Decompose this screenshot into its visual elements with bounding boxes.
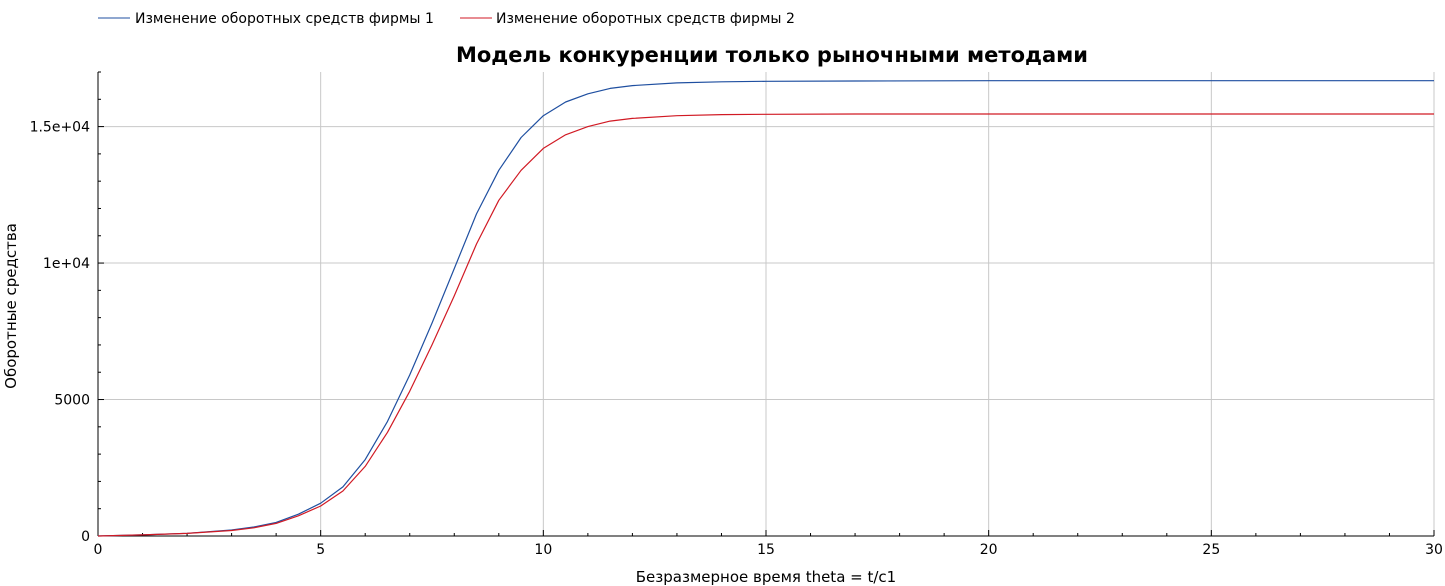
x-tick-label: 0	[94, 542, 103, 558]
x-tick-label: 25	[1202, 542, 1220, 558]
y-tick-label: 0	[81, 529, 90, 545]
series-layer	[97, 80, 1434, 537]
legend-label-series-2: Изменение оборотных средств фирмы 2	[496, 11, 795, 27]
series-line-2	[97, 113, 1434, 537]
x-tick-label: 5	[316, 542, 325, 558]
y-axis-label: Оборотные средства	[2, 223, 20, 389]
x-tick-label: 20	[980, 542, 998, 558]
x-tick-label: 10	[534, 542, 552, 558]
y-tick-label: 1.5e+04	[30, 120, 91, 136]
x-tick-label: 30	[1425, 542, 1443, 558]
x-axis-ticks: 0 5 10 15 20 25 30	[94, 530, 1443, 558]
x-axis-label: Безразмерное время theta = t/c1	[636, 568, 896, 586]
y-axis-ticks: 0 5000 1e+04 1.5e+04	[30, 71, 104, 545]
series-line-1	[97, 80, 1434, 537]
x-tick-label: 15	[757, 542, 775, 558]
legend-label-series-1: Изменение оборотных средств фирмы 1	[135, 11, 434, 27]
y-tick-label: 1e+04	[43, 256, 90, 272]
legend: Изменение оборотных средств фирмы 1 Изме…	[98, 11, 795, 27]
y-tick-label: 5000	[54, 393, 90, 409]
grid	[98, 72, 1435, 536]
chart-title: Модель конкуренции только рыночными мето…	[456, 43, 1088, 67]
